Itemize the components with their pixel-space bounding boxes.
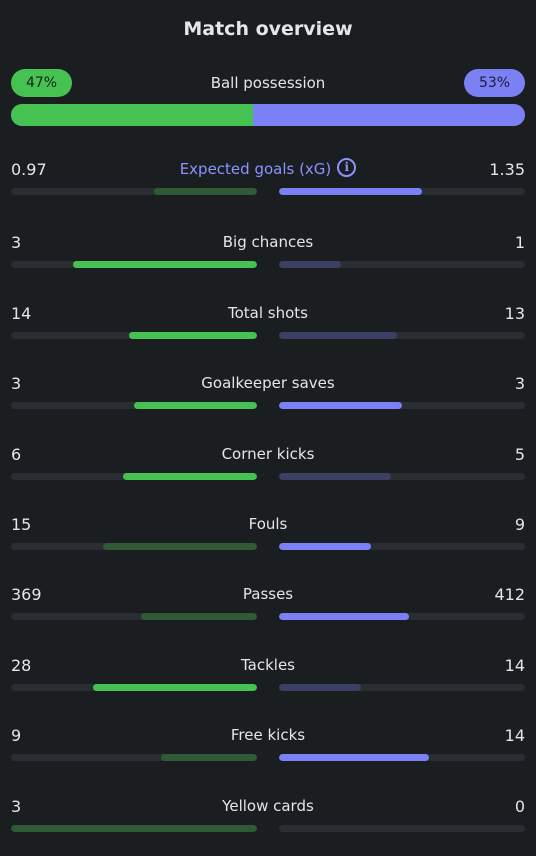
stat-row: 15 Fouls 9 xyxy=(0,515,536,563)
stat-home-fill xyxy=(122,473,257,480)
stat-away-value: 5 xyxy=(514,445,525,464)
stat-away-value: 1.35 xyxy=(489,160,525,179)
stat-home-bar xyxy=(11,402,257,409)
stat-home-fill xyxy=(72,261,257,268)
stat-away-fill xyxy=(279,754,430,761)
stat-away-fill xyxy=(279,613,410,620)
stat-away-value: 9 xyxy=(514,515,525,534)
stat-label: Tackles xyxy=(0,656,536,674)
stat-label: Corner kicks xyxy=(0,445,536,463)
stat-away-value: 1 xyxy=(514,233,525,252)
stat-label: Total shots xyxy=(0,304,536,322)
stat-home-bar xyxy=(11,261,257,268)
stat-home-value: 6 xyxy=(11,445,22,464)
stat-away-value: 412 xyxy=(494,585,525,604)
stat-label-text: Yellow cards xyxy=(222,797,314,815)
stat-home-bar xyxy=(11,684,257,691)
stat-away-bar xyxy=(279,825,525,832)
stat-home-fill xyxy=(134,402,257,409)
stat-home-bar xyxy=(11,754,257,761)
stat-label-text: Fouls xyxy=(248,515,288,533)
stat-home-value: 14 xyxy=(11,304,32,323)
stat-away-bar xyxy=(279,332,525,339)
stat-home-value: 28 xyxy=(11,656,32,675)
stat-label: Yellow cards xyxy=(0,797,536,815)
possession-home-badge: 47% xyxy=(11,69,72,97)
stat-home-fill xyxy=(92,684,257,691)
stat-away-bar xyxy=(279,188,525,195)
stat-home-bar xyxy=(11,188,257,195)
stat-home-bar xyxy=(11,473,257,480)
stat-row: 369 Passes 412 xyxy=(0,585,536,633)
stat-away-bar xyxy=(279,543,525,550)
stat-home-fill xyxy=(141,613,257,620)
stat-away-fill xyxy=(279,402,402,409)
info-icon[interactable]: i xyxy=(337,158,357,177)
stat-row: 3 Goalkeeper saves 3 xyxy=(0,374,536,422)
stat-away-fill xyxy=(279,332,398,339)
stat-away-bar xyxy=(279,473,525,480)
stat-row: 6 Corner kicks 5 xyxy=(0,445,536,493)
stat-home-fill xyxy=(103,543,257,550)
stat-home-fill xyxy=(129,332,257,339)
stat-away-value: 14 xyxy=(504,726,525,745)
stat-row: 3 Yellow cards 0 xyxy=(0,797,536,845)
stat-home-value: 9 xyxy=(11,726,22,745)
stat-home-value: 3 xyxy=(11,797,22,816)
stat-home-value: 369 xyxy=(11,585,42,604)
stat-home-bar xyxy=(11,825,257,832)
stat-label-text: Expected goals (xG) xyxy=(179,160,332,178)
stat-away-fill xyxy=(279,261,341,268)
stat-home-fill xyxy=(161,754,257,761)
stat-label[interactable]: Expected goals (xG) i xyxy=(0,158,536,179)
stat-away-value: 13 xyxy=(504,304,525,323)
stat-home-value: 3 xyxy=(11,374,22,393)
stat-label-text: Big chances xyxy=(222,233,314,251)
stat-home-value: 0.97 xyxy=(11,160,47,179)
possession-home-fill xyxy=(11,104,253,126)
stat-row: 3 Big chances 1 xyxy=(0,233,536,281)
stat-home-bar xyxy=(11,543,257,550)
stat-away-fill xyxy=(279,188,422,195)
stat-label: Goalkeeper saves xyxy=(0,374,536,392)
stat-home-value: 15 xyxy=(11,515,32,534)
stat-away-fill xyxy=(279,543,372,550)
stat-home-value: 3 xyxy=(11,233,22,252)
stat-away-value: 3 xyxy=(514,374,525,393)
stat-away-bar xyxy=(279,402,525,409)
stat-away-fill xyxy=(279,473,391,480)
stat-label: Big chances xyxy=(0,233,536,251)
stat-row: 0.97 Expected goals (xG) i 1.35 xyxy=(0,158,536,208)
stat-away-value: 0 xyxy=(514,797,525,816)
stat-label: Passes xyxy=(0,585,536,603)
possession-label: Ball possession xyxy=(210,74,326,92)
stat-home-fill xyxy=(153,188,257,195)
stat-home-bar xyxy=(11,332,257,339)
stat-row: 14 Total shots 13 xyxy=(0,304,536,352)
stat-label: Free kicks xyxy=(0,726,536,744)
stat-label-text: Tackles xyxy=(240,656,296,674)
stat-away-bar xyxy=(279,684,525,691)
stat-home-bar xyxy=(11,613,257,620)
stat-row: 28 Tackles 14 xyxy=(0,656,536,704)
stat-home-fill xyxy=(11,825,257,832)
stat-label-text: Corner kicks xyxy=(221,445,315,463)
possession-bar xyxy=(11,104,525,126)
stat-away-value: 14 xyxy=(504,656,525,675)
stat-away-bar xyxy=(279,613,525,620)
stat-away-fill xyxy=(279,684,361,691)
stat-label-text: Total shots xyxy=(228,304,308,322)
stat-row: 9 Free kicks 14 xyxy=(0,726,536,774)
stat-label-text: Goalkeeper saves xyxy=(201,374,335,392)
stat-label-text: Passes xyxy=(242,585,294,603)
page-title: Match overview xyxy=(183,18,353,40)
stat-away-bar xyxy=(279,261,525,268)
possession-away-badge: 53% xyxy=(464,69,525,97)
stat-away-bar xyxy=(279,754,525,761)
stat-label: Fouls xyxy=(0,515,536,533)
stat-label-text: Free kicks xyxy=(230,726,306,744)
